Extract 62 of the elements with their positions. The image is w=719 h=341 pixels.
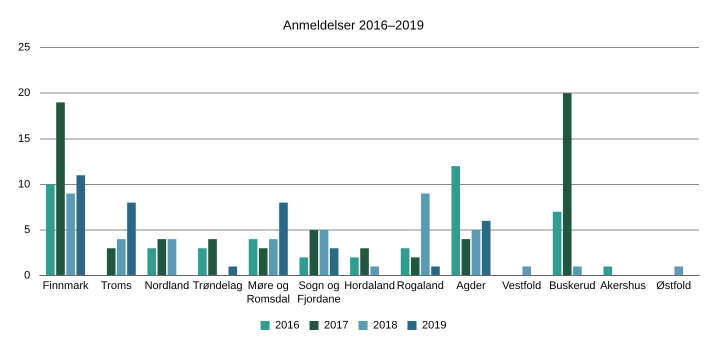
bar (472, 230, 480, 276)
bar (562, 93, 572, 276)
y-tick-label: 10 (18, 178, 30, 190)
bar (248, 239, 258, 276)
bar (258, 248, 268, 276)
legend-label: 2016 (275, 320, 300, 332)
y-tick-label: 20 (18, 87, 30, 100)
bar (431, 266, 440, 276)
bar (603, 266, 612, 276)
bar (462, 239, 470, 276)
bar (522, 266, 532, 276)
x-tick-label: Troms (100, 280, 132, 292)
bar (299, 257, 308, 276)
bar (269, 239, 278, 276)
bar (228, 266, 238, 276)
bar (320, 230, 328, 276)
y-tick-label: 0 (24, 270, 30, 282)
legend-label: 2019 (422, 320, 446, 332)
x-tick-label: Møre og Romsdal (246, 280, 290, 306)
bar (66, 194, 75, 276)
bar (421, 194, 430, 276)
x-tick-label: Finnmark (42, 280, 89, 292)
bar (168, 239, 176, 276)
bar (400, 248, 410, 276)
bar (106, 248, 116, 276)
legend-label: 2017 (324, 320, 349, 332)
bar (552, 212, 562, 276)
bar (350, 257, 359, 276)
bar (573, 266, 582, 276)
y-tick-label: 15 (18, 132, 30, 145)
x-tick-label: Agder (456, 280, 486, 292)
x-tick-label: Rogaland (396, 280, 444, 292)
bar (279, 202, 288, 276)
bar (117, 239, 126, 276)
bar (56, 102, 65, 276)
bar (410, 257, 420, 276)
bar (310, 230, 318, 276)
x-tick-label: Nordland (144, 280, 190, 292)
x-tick-label: Hordaland (344, 280, 395, 292)
bar (158, 239, 166, 276)
y-tick-label: 5 (24, 224, 30, 236)
bar (46, 184, 55, 276)
x-tick-label: Sogn og Fjordane (297, 280, 341, 306)
bar (482, 220, 490, 276)
chart-title: Anmeldelser 2016–2019 (283, 17, 424, 32)
bar (76, 175, 86, 276)
bar (370, 266, 379, 276)
bar (208, 239, 217, 276)
y-tick-label: 25 (18, 42, 30, 54)
x-tick-label: Vestfold (502, 280, 542, 292)
bar (147, 248, 156, 276)
legend-label: 2018 (373, 320, 398, 332)
bar (360, 248, 369, 276)
bar (198, 248, 207, 276)
x-tick-label: Buskerud (549, 280, 596, 292)
x-tick-label: Trøndelag (192, 280, 242, 292)
bar (127, 202, 136, 276)
x-tick-label: Østfold (656, 280, 692, 292)
bar (330, 248, 338, 276)
bar (451, 166, 460, 276)
x-tick-label: Akershus (600, 280, 646, 292)
bar (674, 266, 684, 276)
